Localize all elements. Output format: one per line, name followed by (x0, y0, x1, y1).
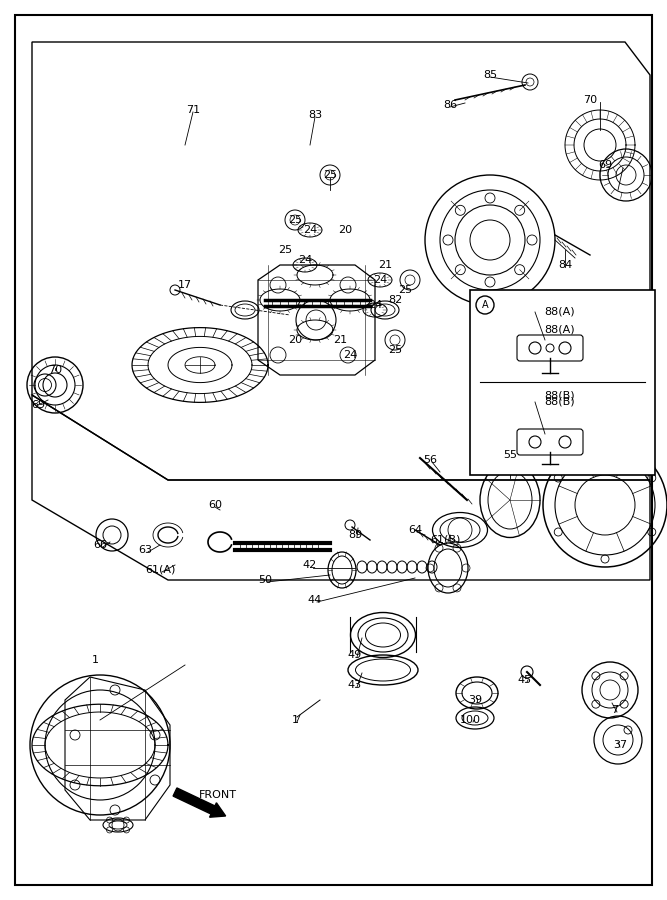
Text: 21: 21 (333, 335, 347, 345)
Text: 55: 55 (503, 450, 517, 460)
Text: 56: 56 (423, 455, 437, 465)
Text: 70: 70 (48, 365, 62, 375)
Text: A: A (482, 300, 488, 310)
Text: 60: 60 (208, 500, 222, 510)
Text: 63: 63 (138, 545, 152, 555)
Text: 66: 66 (93, 540, 107, 550)
Text: 49: 49 (348, 650, 362, 660)
Text: 20: 20 (288, 335, 302, 345)
Text: FRONT: FRONT (199, 790, 237, 800)
Text: 100: 100 (460, 715, 480, 725)
Text: 20: 20 (338, 225, 352, 235)
Text: 88(A): 88(A) (545, 325, 576, 335)
Text: 70: 70 (583, 95, 597, 105)
Text: 24: 24 (303, 225, 317, 235)
Bar (470, 290, 655, 475)
Text: 83: 83 (308, 110, 322, 120)
Text: 64: 64 (408, 525, 422, 535)
Text: 45: 45 (518, 675, 532, 685)
Text: 84: 84 (558, 260, 572, 270)
Text: 61(B): 61(B) (430, 535, 460, 545)
Text: 39: 39 (468, 695, 482, 705)
Text: 82: 82 (388, 295, 402, 305)
Text: 37: 37 (613, 740, 627, 750)
Text: 85: 85 (483, 70, 497, 80)
Text: 43: 43 (348, 680, 362, 690)
Text: 24: 24 (368, 300, 382, 310)
Text: 61(A): 61(A) (145, 565, 175, 575)
Text: 86: 86 (443, 100, 457, 110)
Text: 24: 24 (343, 350, 357, 360)
Text: 25: 25 (288, 215, 302, 225)
Text: 17: 17 (178, 280, 192, 290)
Text: 7: 7 (612, 705, 618, 715)
Text: 1: 1 (291, 715, 299, 725)
Text: 25: 25 (323, 170, 337, 180)
Text: 25: 25 (388, 345, 402, 355)
Text: 88(B): 88(B) (545, 390, 576, 400)
Text: 71: 71 (186, 105, 200, 115)
Text: 24: 24 (373, 275, 387, 285)
Text: 25: 25 (278, 245, 292, 255)
Text: 88(B): 88(B) (545, 397, 576, 407)
Text: 88(A): 88(A) (545, 307, 576, 317)
Text: 25: 25 (398, 285, 412, 295)
Text: 69: 69 (598, 160, 612, 170)
Text: 69: 69 (31, 400, 45, 410)
Text: 1: 1 (91, 655, 99, 665)
Text: 50: 50 (258, 575, 272, 585)
Text: 21: 21 (378, 260, 392, 270)
Text: 89: 89 (348, 530, 362, 540)
Text: 42: 42 (303, 560, 317, 570)
Text: 24: 24 (298, 255, 312, 265)
FancyArrow shape (173, 788, 225, 817)
Text: 44: 44 (308, 595, 322, 605)
